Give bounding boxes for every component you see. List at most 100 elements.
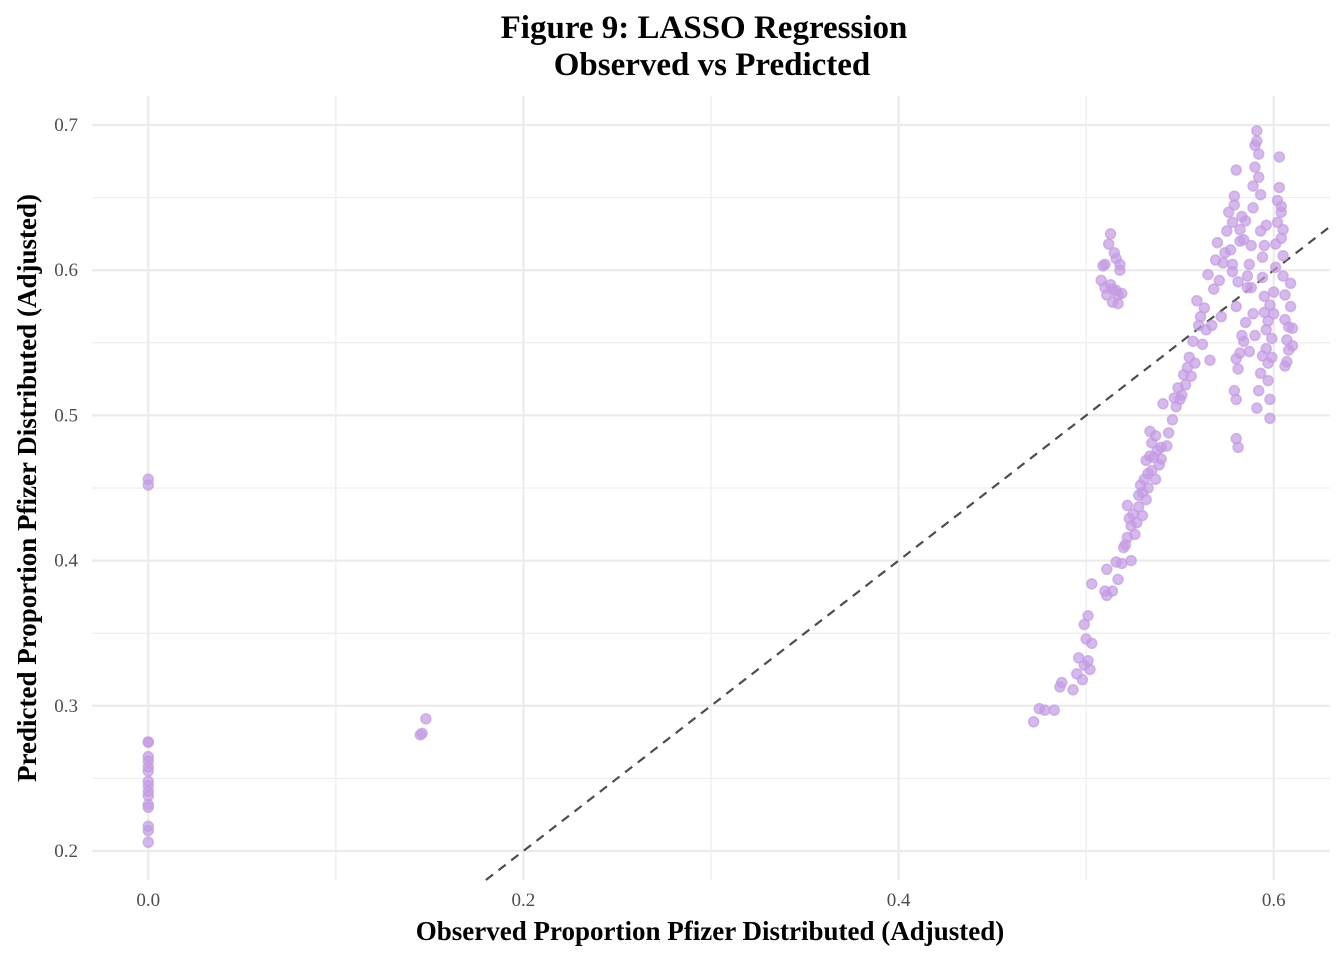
data-point bbox=[1277, 223, 1289, 236]
data-point bbox=[1237, 233, 1250, 246]
data-point bbox=[1247, 308, 1259, 320]
x-axis-title: Observed Proportion Pfizer Distributed (… bbox=[416, 916, 1004, 946]
data-point bbox=[1239, 215, 1252, 227]
data-point bbox=[1204, 354, 1216, 366]
data-point bbox=[1067, 684, 1079, 696]
data-point bbox=[1234, 347, 1246, 359]
y-tick-label: 0.6 bbox=[54, 260, 78, 281]
data-point bbox=[1252, 384, 1265, 397]
data-point bbox=[1230, 300, 1242, 313]
data-point bbox=[1249, 161, 1261, 173]
data-point bbox=[1166, 414, 1179, 426]
data-point bbox=[142, 765, 155, 777]
data-point bbox=[1247, 180, 1259, 192]
data-point bbox=[1211, 236, 1224, 249]
data-point bbox=[1213, 274, 1226, 287]
data-point bbox=[1269, 261, 1282, 274]
x-tick-label: 0.0 bbox=[136, 890, 160, 911]
data-point bbox=[1179, 379, 1192, 391]
chart-title: Figure 9: LASSO Regression bbox=[501, 10, 908, 46]
data-point bbox=[1262, 374, 1274, 387]
y-tick-label: 0.2 bbox=[54, 841, 78, 862]
data-point bbox=[1086, 578, 1098, 590]
data-point bbox=[1247, 202, 1259, 214]
data-point bbox=[1279, 360, 1291, 372]
y-tick-label: 0.4 bbox=[54, 551, 78, 572]
data-point bbox=[1252, 148, 1265, 160]
data-point bbox=[1112, 573, 1124, 586]
data-point bbox=[1251, 125, 1263, 137]
data-point bbox=[1198, 302, 1211, 314]
data-point bbox=[1266, 332, 1278, 345]
chart-subtitle: Observed vs Predicted bbox=[554, 47, 871, 83]
data-point bbox=[1256, 251, 1269, 263]
data-point bbox=[1116, 287, 1128, 300]
data-point bbox=[1241, 270, 1254, 282]
data-point bbox=[1243, 345, 1256, 358]
data-point bbox=[1228, 190, 1241, 202]
data-point bbox=[1256, 350, 1269, 362]
data-point bbox=[1232, 363, 1244, 375]
data-point bbox=[1084, 663, 1096, 676]
data-point bbox=[1260, 219, 1272, 231]
data-point bbox=[1106, 585, 1119, 597]
data-point bbox=[1149, 473, 1162, 486]
data-point bbox=[1264, 299, 1276, 311]
data-point bbox=[142, 479, 155, 491]
data-point bbox=[1236, 329, 1248, 342]
data-point bbox=[1101, 563, 1113, 576]
data-point bbox=[1273, 181, 1286, 194]
data-point bbox=[1207, 283, 1220, 295]
data-point bbox=[1226, 258, 1239, 271]
data-point bbox=[142, 736, 155, 748]
data-point bbox=[1114, 264, 1126, 276]
data-point bbox=[1266, 351, 1278, 364]
data-point bbox=[1202, 268, 1214, 281]
data-point bbox=[1258, 290, 1271, 303]
data-point bbox=[1104, 228, 1117, 240]
data-point bbox=[1230, 164, 1242, 176]
data-point bbox=[1286, 339, 1299, 352]
y-tick-label: 0.5 bbox=[54, 405, 78, 426]
data-point bbox=[1155, 453, 1167, 465]
data-point bbox=[1185, 370, 1197, 382]
y-tick-label: 0.7 bbox=[54, 115, 78, 136]
x-axis-ticks: 0.0 0.2 0.4 0.6 bbox=[136, 890, 1285, 911]
data-point bbox=[1232, 276, 1244, 288]
data-point bbox=[1254, 367, 1267, 380]
data-point bbox=[1245, 239, 1257, 252]
data-point bbox=[1136, 509, 1149, 522]
data-point bbox=[1224, 244, 1237, 256]
data-point bbox=[1245, 281, 1257, 294]
data-point bbox=[1125, 554, 1137, 567]
data-point bbox=[1217, 257, 1229, 269]
data-point bbox=[1027, 715, 1040, 728]
data-point bbox=[1140, 493, 1152, 506]
data-point bbox=[1277, 249, 1289, 262]
data-point bbox=[1086, 637, 1098, 650]
data-point bbox=[1189, 357, 1201, 369]
data-point bbox=[1056, 676, 1068, 689]
data-point bbox=[1187, 335, 1199, 348]
data-point bbox=[1162, 427, 1175, 439]
data-point bbox=[1048, 704, 1061, 716]
data-point bbox=[1275, 200, 1287, 213]
data-point bbox=[1258, 239, 1271, 252]
data-point bbox=[1099, 258, 1111, 271]
data-point bbox=[1284, 300, 1297, 313]
data-point bbox=[1251, 135, 1263, 147]
data-point bbox=[1129, 528, 1141, 541]
data-point bbox=[1215, 310, 1227, 323]
data-point bbox=[142, 824, 155, 837]
data-point bbox=[1112, 297, 1124, 310]
data-point bbox=[1249, 329, 1261, 342]
data-point bbox=[1142, 482, 1154, 494]
data-point bbox=[1221, 225, 1233, 237]
data-point bbox=[1196, 338, 1209, 351]
data-point bbox=[1262, 315, 1274, 327]
data-point bbox=[1121, 499, 1134, 512]
data-points bbox=[142, 125, 1299, 849]
data-point bbox=[142, 801, 155, 814]
data-point bbox=[1252, 171, 1265, 184]
